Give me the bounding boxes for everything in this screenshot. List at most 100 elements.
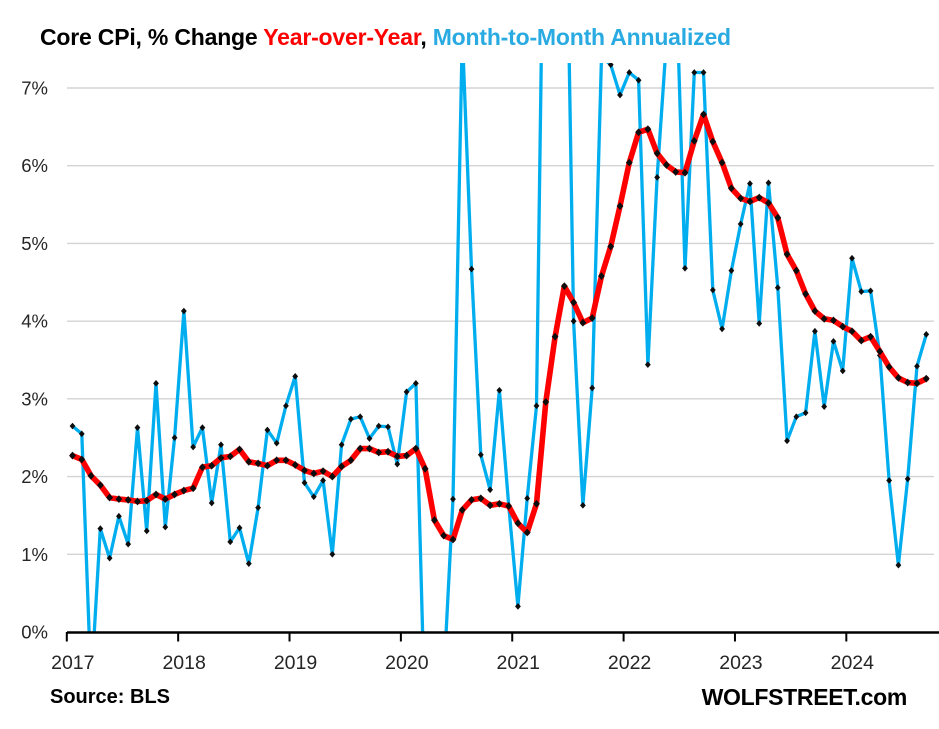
data-point-marker (682, 264, 688, 272)
series-group (69, 30, 930, 729)
data-point-marker (375, 422, 382, 430)
data-point-marker (180, 486, 188, 495)
x-axis-label: 2021 (497, 652, 540, 674)
data-point-marker (320, 477, 326, 484)
data-point-marker (867, 332, 874, 341)
data-point-marker (171, 490, 178, 499)
data-point-marker (848, 327, 856, 336)
data-point-marker (904, 475, 911, 483)
data-point-marker (227, 538, 234, 546)
data-point-marker (459, 30, 465, 37)
data-point-marker (496, 386, 503, 394)
data-point-marker (162, 523, 169, 531)
data-point-marker (116, 512, 122, 520)
data-point-marker (291, 461, 299, 469)
data-point-marker (765, 179, 772, 187)
data-point-marker (347, 456, 355, 465)
data-point-marker (329, 550, 336, 558)
data-point-marker (570, 298, 578, 307)
chart-title: Core CPi, % Change Year-over-Year, Month… (40, 24, 930, 51)
data-point-marker (830, 338, 837, 345)
data-point-marker (654, 174, 661, 181)
data-point-marker (914, 362, 920, 370)
data-point-marker (180, 307, 187, 315)
data-point-marker (579, 318, 587, 327)
data-point-marker (421, 464, 429, 473)
data-point-marker (190, 443, 197, 451)
data-point-marker (477, 451, 484, 459)
data-point-marker (338, 441, 345, 449)
data-point-marker (607, 242, 615, 251)
data-point-marker (450, 495, 456, 503)
data-point-marker (106, 554, 113, 562)
data-point-marker (774, 213, 782, 222)
data-point-marker (255, 504, 261, 511)
mom-annualized-line (70, 63, 928, 634)
data-point-marker (589, 384, 596, 392)
data-point-marker (904, 378, 912, 387)
data-point-marker (607, 63, 614, 69)
data-point-marker (811, 307, 819, 315)
data-point-marker (189, 484, 197, 493)
data-point-marker (727, 184, 735, 193)
data-point-marker (263, 461, 271, 470)
data-point-marker (486, 501, 494, 510)
data-point-marker (236, 445, 243, 454)
data-point-marker (412, 444, 420, 453)
x-axis-label: 2022 (608, 652, 651, 674)
data-point-marker (922, 374, 930, 383)
data-point-marker (385, 423, 391, 431)
data-point-marker (885, 363, 893, 371)
data-point-marker (422, 722, 428, 729)
data-point-marker (69, 422, 76, 430)
data-point-marker (783, 250, 791, 259)
data-point-marker (264, 426, 271, 434)
data-point-marker (644, 125, 652, 134)
data-point-marker (254, 459, 262, 468)
data-point-marker (857, 336, 865, 345)
data-point-marker (691, 69, 698, 76)
data-point-marker (895, 373, 902, 382)
data-point-marker (441, 675, 447, 682)
data-point-marker (755, 193, 763, 202)
yoy-line-markers (69, 110, 930, 544)
data-point-marker (664, 38, 670, 45)
data-point-marker (635, 76, 642, 84)
data-point-marker (560, 282, 568, 291)
data-point-marker (468, 495, 475, 504)
data-point-marker (821, 403, 828, 410)
data-point-marker (570, 317, 577, 325)
data-point-marker (626, 69, 633, 76)
data-point-marker (895, 561, 902, 569)
data-point-marker (793, 413, 800, 421)
x-axis-label: 2023 (719, 652, 762, 674)
data-point-marker (635, 128, 642, 137)
data-point-marker (700, 110, 707, 119)
title-comma: , (420, 24, 433, 50)
y-axis-label: 5% (21, 233, 48, 254)
y-axis-label: 0% (21, 622, 48, 643)
data-point-marker (97, 525, 104, 532)
data-point-marker (301, 479, 308, 487)
y-axis-label: 3% (21, 388, 48, 409)
data-point-marker (774, 284, 781, 292)
data-point-marker (533, 499, 540, 508)
data-point-marker (580, 501, 586, 509)
data-point-marker (403, 388, 410, 396)
data-point-marker (338, 462, 346, 471)
source-label: Source: BLS (50, 686, 171, 708)
data-point-marker (487, 486, 493, 494)
data-point-marker (839, 322, 847, 331)
data-point-marker (282, 456, 290, 465)
data-point-marker (477, 494, 485, 503)
data-point-marker (273, 456, 281, 465)
data-point-marker (152, 490, 160, 499)
data-point-marker (747, 180, 753, 187)
data-point-marker (709, 286, 716, 294)
x-axis-label: 2017 (51, 652, 94, 674)
data-point-marker (802, 290, 810, 298)
data-point-marker (886, 477, 893, 484)
data-point-marker (802, 409, 809, 417)
